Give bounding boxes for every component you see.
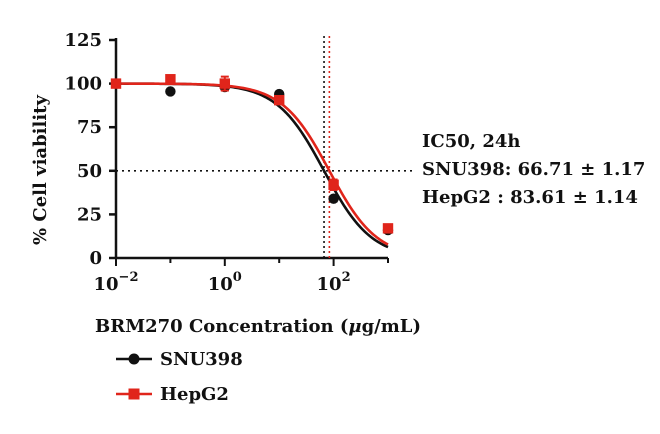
x-axis-title-mu: μ [348,316,361,337]
data-point-snu398 [328,193,339,204]
fit-curve-hepg2 [116,82,389,246]
data-point-hepg2 [274,94,285,106]
x-tick-label: 102 [317,270,351,295]
ic50-annotation-hepg2: HepG2 : 83.61 ± 1.14 [422,187,638,208]
legend-label-snu398: SNU398 [160,349,243,370]
x-tick-label: 10−2 [93,270,138,295]
plot-area [110,36,416,258]
data-point-hepg2 [165,74,176,85]
legend-label-hepg2: HepG2 [160,384,229,405]
legend-marker-snu398 [128,353,140,365]
y-tick-label: 75 [77,117,102,138]
data-point-hepg2 [382,223,394,234]
ic50-annotation-title: IC50, 24h [422,131,520,152]
y-axis-title: % Cell viability [30,95,51,245]
x-axis-title-main: BRM270 Concentration ( [95,316,348,337]
y-tick-label: 125 [64,30,102,51]
y-tick-label: 100 [64,74,102,95]
x-axis-title: BRM270 Concentration (μg/mL) [95,316,421,337]
y-tick-label: 50 [77,161,102,182]
fit-curve-snu398 [116,82,389,249]
ic50-annotation-snu398: SNU398: 66.71 ± 1.17 [422,159,645,180]
axes: 0 25 50 75 100 125 10−2 100 102 [64,30,389,295]
legend: SNU398 HepG2 [116,349,243,405]
data-point-hepg2 [328,179,339,190]
y-tick-label: 0 [89,248,102,269]
x-tick-label: 100 [208,270,242,295]
y-tick-label: 25 [77,204,102,225]
data-point-snu398 [165,86,176,97]
data-point-hepg2 [219,78,230,89]
x-axis-title-unit: g/mL) [362,316,421,337]
data-point-hepg2 [110,78,122,89]
legend-marker-hepg2 [128,388,140,400]
